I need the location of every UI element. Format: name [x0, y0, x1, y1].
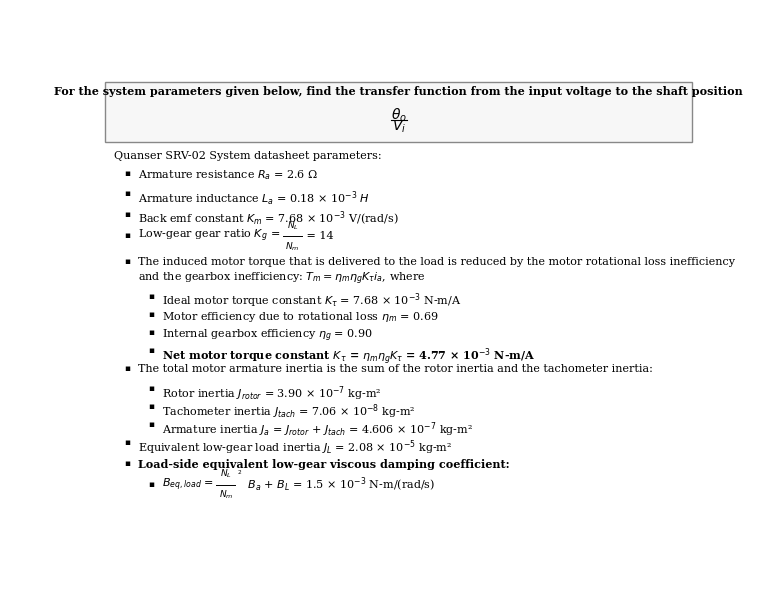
- Text: $B_a$ + $B_L$ = 1.5 × 10$^{-3}$ N-m/(rad/s): $B_a$ + $B_L$ = 1.5 × 10$^{-3}$ N-m/(rad…: [244, 475, 435, 494]
- Text: The total motor armature inertia is the sum of the rotor inertia and the tachome: The total motor armature inertia is the …: [138, 363, 653, 374]
- Text: ▪: ▪: [124, 210, 131, 219]
- Text: $N_m$: $N_m$: [286, 240, 300, 253]
- Text: $^{2}$: $^{2}$: [237, 470, 242, 478]
- Text: Back emf constant $K_m$ = 7.68 × 10$^{-3}$ V/(rad/s): Back emf constant $K_m$ = 7.68 × 10$^{-3…: [138, 210, 399, 228]
- Text: Rotor inertia $J_{rotor}$ = 3.90 × 10$^{-7}$ kg-m²: Rotor inertia $J_{rotor}$ = 3.90 × 10$^{…: [162, 384, 381, 403]
- Text: ▪: ▪: [149, 421, 155, 429]
- Text: Internal gearbox efficiency $\eta_g$ = 0.90: Internal gearbox efficiency $\eta_g$ = 0…: [162, 328, 373, 344]
- Text: ▪: ▪: [149, 328, 155, 336]
- Text: ▪: ▪: [124, 169, 131, 178]
- Text: ▪: ▪: [124, 438, 131, 448]
- Text: $N_L$: $N_L$: [220, 468, 232, 480]
- Text: The induced motor torque that is delivered to the load is reduced by the motor r: The induced motor torque that is deliver…: [138, 256, 735, 266]
- Text: = 14: = 14: [303, 231, 334, 241]
- Text: ▪: ▪: [149, 480, 155, 489]
- Text: and the gearbox inefficiency: $T_m = \eta_m\eta_g K_\tau i_a$, where: and the gearbox inefficiency: $T_m = \et…: [138, 271, 426, 287]
- Text: Armature inductance $L_a$ = 0.18 × 10$^{-3}$ $H$: Armature inductance $L_a$ = 0.18 × 10$^{…: [138, 189, 370, 208]
- Text: Ideal motor torque constant $K_\tau$ = 7.68 × 10$^{-3}$ N-m/A: Ideal motor torque constant $K_\tau$ = 7…: [162, 292, 461, 310]
- Text: ▪: ▪: [149, 309, 155, 319]
- Text: ▪: ▪: [124, 189, 131, 199]
- Text: Equivalent low-gear load inertia $J_L$ = 2.08 × 10$^{-5}$ kg-m²: Equivalent low-gear load inertia $J_L$ =…: [138, 438, 453, 457]
- Text: Tachometer inertia $J_{tach}$ = 7.06 × 10$^{-8}$ kg-m²: Tachometer inertia $J_{tach}$ = 7.06 × 1…: [162, 402, 415, 421]
- Text: $N_L$: $N_L$: [286, 220, 299, 232]
- Text: For the system parameters given below, find the transfer function from the input: For the system parameters given below, f…: [54, 86, 743, 97]
- Text: Motor efficiency due to rotational loss $\eta_m$ = 0.69: Motor efficiency due to rotational loss …: [162, 309, 438, 323]
- Text: ▪: ▪: [149, 292, 155, 301]
- Text: ▪: ▪: [124, 459, 131, 468]
- Text: ▪: ▪: [149, 384, 155, 394]
- Text: Armature resistance $R_a$ = 2.6 Ω: Armature resistance $R_a$ = 2.6 Ω: [138, 169, 318, 182]
- Text: Quanser SRV-02 System datasheet parameters:: Quanser SRV-02 System datasheet paramete…: [114, 151, 382, 161]
- Text: ▪: ▪: [124, 363, 131, 373]
- Text: Armature inertia $J_a$ = $J_{rotor}$ + $J_{tach}$ = 4.606 × 10$^{-7}$ kg-m²: Armature inertia $J_a$ = $J_{rotor}$ + $…: [162, 421, 473, 439]
- Text: $V_i$: $V_i$: [391, 118, 406, 135]
- FancyBboxPatch shape: [105, 82, 692, 143]
- Text: ▪: ▪: [124, 231, 131, 240]
- Text: $N_m$: $N_m$: [219, 489, 233, 501]
- Text: ▪: ▪: [149, 402, 155, 411]
- Text: ▪: ▪: [149, 346, 155, 355]
- Text: ▪: ▪: [124, 256, 131, 266]
- Text: Low-gear gear ratio $K_g$ =: Low-gear gear ratio $K_g$ =: [138, 228, 282, 244]
- Text: $B_{eq,load}$ =: $B_{eq,load}$ =: [162, 477, 215, 493]
- Text: Net motor torque constant $K_\tau$ = $\eta_m\eta_g K_\tau$ = 4.77 × 10$^{-3}$ N-: Net motor torque constant $K_\tau$ = $\e…: [162, 346, 535, 367]
- Text: Load-side equivalent low-gear viscous damping coefficient:: Load-side equivalent low-gear viscous da…: [138, 459, 510, 470]
- Text: $\theta_o$: $\theta_o$: [391, 106, 407, 124]
